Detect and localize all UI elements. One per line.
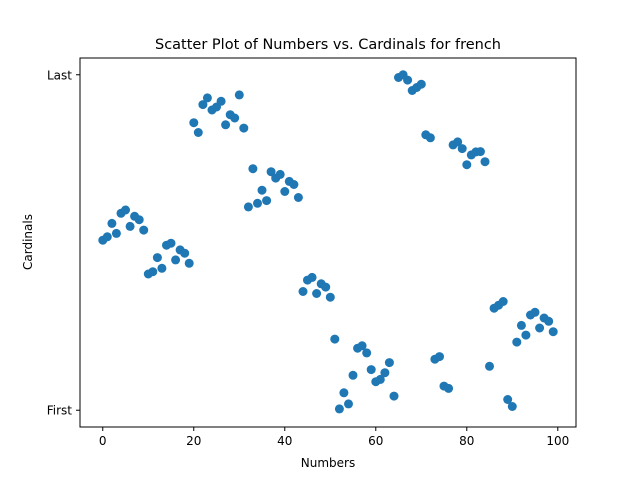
data-point	[530, 307, 540, 317]
chart-title: Scatter Plot of Numbers vs. Cardinals fo…	[155, 37, 501, 53]
data-point	[485, 361, 494, 371]
data-point	[521, 330, 531, 340]
data-point	[366, 365, 376, 375]
data-point	[325, 292, 335, 302]
data-point	[339, 388, 349, 398]
data-point	[134, 215, 144, 225]
data-point	[480, 157, 490, 167]
data-point	[148, 267, 158, 277]
data-point	[444, 383, 454, 393]
data-point	[498, 297, 508, 306]
y-axis-ticks: First Last	[47, 68, 80, 418]
data-point	[435, 352, 444, 362]
data-point	[416, 79, 426, 89]
y-axis-label: Cardinals	[21, 214, 35, 270]
x-tick-label: 40	[277, 434, 292, 448]
data-point	[293, 193, 303, 202]
x-tick-label: 60	[368, 434, 383, 448]
data-point	[462, 160, 472, 170]
x-axis-label: Numbers	[301, 456, 355, 470]
data-point	[425, 133, 435, 143]
data-point	[180, 248, 190, 258]
data-point	[457, 144, 467, 154]
data-point	[121, 205, 130, 215]
data-point	[157, 263, 167, 273]
data-point	[321, 282, 331, 292]
data-point	[507, 402, 517, 411]
data-point	[389, 391, 399, 401]
data-point	[380, 368, 390, 378]
x-tick-label: 0	[99, 434, 107, 448]
data-point	[111, 228, 121, 238]
data-point	[102, 232, 112, 242]
x-tick-label: 20	[186, 434, 201, 448]
data-point	[257, 185, 267, 195]
data-point	[289, 180, 299, 189]
x-tick-label: 100	[546, 434, 569, 448]
data-point	[216, 96, 226, 106]
data-point	[262, 196, 272, 206]
data-point	[243, 202, 253, 212]
data-point	[544, 316, 554, 326]
data-point	[453, 137, 463, 147]
data-point	[193, 128, 203, 137]
data-point	[362, 348, 372, 358]
data-point	[107, 218, 117, 228]
data-point	[234, 90, 244, 100]
x-axis-ticks: 0 20 40 60 80 100	[99, 427, 569, 448]
data-point	[548, 327, 558, 337]
data-point	[230, 113, 240, 123]
data-point	[280, 187, 290, 196]
data-point	[184, 258, 194, 268]
data-point	[503, 395, 513, 404]
data-point	[253, 198, 262, 208]
data-point	[189, 118, 199, 128]
data-point	[125, 221, 135, 231]
data-point	[375, 374, 385, 384]
data-point	[330, 334, 340, 344]
data-point	[334, 404, 344, 414]
data-point	[475, 147, 485, 157]
data-point	[348, 370, 358, 380]
data-point	[307, 272, 317, 282]
data-point	[357, 341, 367, 351]
data-point	[516, 320, 526, 330]
data-point	[248, 164, 258, 174]
data-point	[512, 337, 522, 347]
data-point	[221, 120, 231, 130]
data-points	[98, 70, 558, 414]
data-point	[171, 255, 181, 265]
plot-frame	[79, 57, 577, 428]
data-point	[312, 289, 322, 298]
data-point	[266, 167, 276, 177]
y-tick-label: First	[47, 404, 73, 418]
data-point	[139, 225, 149, 235]
x-tick-label: 80	[459, 434, 474, 448]
data-point	[202, 93, 212, 103]
data-point	[535, 323, 545, 333]
data-point	[275, 169, 285, 179]
y-tick-label: Last	[47, 68, 72, 82]
data-point	[198, 100, 208, 110]
data-point	[298, 287, 308, 296]
data-point	[384, 358, 394, 368]
data-point	[344, 399, 353, 409]
data-point	[152, 253, 162, 263]
data-point	[166, 238, 176, 248]
data-point	[403, 75, 413, 85]
data-point	[239, 123, 249, 133]
